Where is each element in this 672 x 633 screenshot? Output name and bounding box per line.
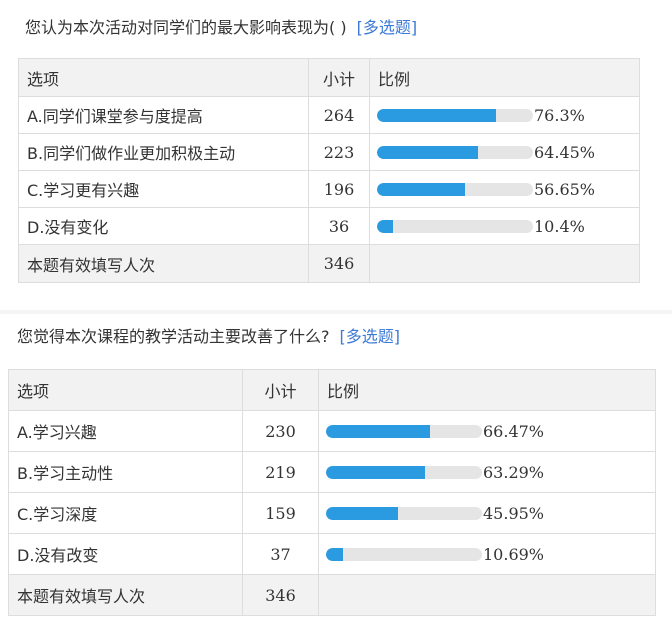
- ratio-bar-fill: [326, 548, 343, 561]
- ratio-bar: [377, 146, 533, 159]
- option-label: D.没有变化: [18, 207, 309, 245]
- question-2-type-tag[interactable]: [多选题]: [339, 327, 401, 346]
- question-1-rows: A.同学们课堂参与度提高 264 76.3% B.同学们做作业更加积极主动 22…: [18, 96, 640, 283]
- option-ratio: 45.95%: [318, 492, 656, 534]
- question-2-title: 您觉得本次课程的教学活动主要改善了什么? [多选题]: [17, 323, 400, 347]
- table-row: A.同学们课堂参与度提高 264 76.3%: [18, 96, 640, 134]
- option-ratio: 56.65%: [369, 170, 640, 208]
- ratio-bar-fill: [326, 466, 425, 479]
- table-total-row: 本题有效填写人次 346: [18, 244, 640, 283]
- ratio-bar-fill: [377, 146, 478, 159]
- table-total-row: 本题有效填写人次 346: [8, 574, 656, 616]
- ratio-bar: [326, 466, 482, 479]
- total-count: 346: [242, 574, 319, 616]
- table-row: C.学习深度 159 45.95%: [8, 492, 656, 534]
- option-label: C.学习深度: [8, 492, 243, 534]
- table-row: C.学习更有兴趣 196 56.65%: [18, 170, 640, 208]
- option-count: 36: [308, 207, 370, 245]
- option-count: 264: [308, 96, 370, 134]
- question-1-title: 您认为本次活动对同学们的最大影响表现为( ) [多选题]: [25, 14, 417, 38]
- option-ratio: 63.29%: [318, 451, 656, 493]
- option-count: 230: [242, 410, 319, 452]
- option-ratio: 66.47%: [318, 410, 656, 452]
- total-count: 346: [308, 244, 370, 283]
- option-count: 196: [308, 170, 370, 208]
- question-2-result-table: 选项 小计 比例 A.学习兴趣 230 66.47% B.学习主动性 219 6…: [8, 369, 656, 616]
- question-1-result-table: 选项 小计 比例 A.同学们课堂参与度提高 264 76.3% B.同学们做作业…: [18, 58, 640, 283]
- ratio-bar-fill: [326, 425, 430, 438]
- option-ratio: 76.3%: [369, 96, 640, 134]
- ratio-text: 10.4%: [534, 217, 585, 236]
- table-row: D.没有变化 36 10.4%: [18, 207, 640, 245]
- option-ratio: 64.45%: [369, 133, 640, 171]
- header-count: 小计: [308, 58, 370, 97]
- header-option: 选项: [8, 369, 243, 411]
- ratio-bar: [326, 507, 482, 520]
- table-row: D.没有改变 37 10.69%: [8, 533, 656, 575]
- ratio-bar: [377, 183, 533, 196]
- ratio-text: 76.3%: [534, 106, 585, 125]
- option-label: B.同学们做作业更加积极主动: [18, 133, 309, 171]
- header-count: 小计: [242, 369, 319, 411]
- question-1-text: 您认为本次活动对同学们的最大影响表现为( ): [25, 18, 347, 37]
- ratio-text: 10.69%: [483, 545, 545, 564]
- table-row: B.同学们做作业更加积极主动 223 64.45%: [18, 133, 640, 171]
- section-divider: [0, 310, 672, 314]
- ratio-text: 63.29%: [483, 463, 545, 482]
- ratio-bar: [326, 548, 482, 561]
- table-header-row: 选项 小计 比例: [8, 369, 656, 411]
- header-option: 选项: [18, 58, 309, 97]
- option-count: 159: [242, 492, 319, 534]
- ratio-bar-fill: [377, 183, 466, 196]
- ratio-bar-fill: [326, 507, 398, 520]
- option-ratio: 10.69%: [318, 533, 656, 575]
- table-row: A.学习兴趣 230 66.47%: [8, 410, 656, 452]
- table-row: B.学习主动性 219 63.29%: [8, 451, 656, 493]
- ratio-text: 45.95%: [483, 504, 545, 523]
- option-ratio: 10.4%: [369, 207, 640, 245]
- option-label: A.学习兴趣: [8, 410, 243, 452]
- ratio-bar: [377, 109, 533, 122]
- header-ratio: 比例: [369, 58, 640, 97]
- question-1-type-tag[interactable]: [多选题]: [356, 18, 418, 37]
- option-count: 37: [242, 533, 319, 575]
- total-empty-cell: [318, 574, 656, 616]
- ratio-bar: [326, 425, 482, 438]
- option-label: C.学习更有兴趣: [18, 170, 309, 208]
- ratio-text: 56.65%: [534, 180, 596, 199]
- header-ratio: 比例: [318, 369, 656, 411]
- option-label: D.没有改变: [8, 533, 243, 575]
- option-label: A.同学们课堂参与度提高: [18, 96, 309, 134]
- ratio-bar-fill: [377, 220, 394, 233]
- ratio-bar: [377, 220, 533, 233]
- table-header-row: 选项 小计 比例: [18, 58, 640, 97]
- total-label: 本题有效填写人次: [18, 244, 309, 283]
- total-label: 本题有效填写人次: [8, 574, 243, 616]
- question-2-text: 您觉得本次课程的教学活动主要改善了什么?: [17, 327, 330, 346]
- ratio-text: 66.47%: [483, 422, 545, 441]
- ratio-text: 64.45%: [534, 143, 596, 162]
- option-label: B.学习主动性: [8, 451, 243, 493]
- option-count: 219: [242, 451, 319, 493]
- option-count: 223: [308, 133, 370, 171]
- ratio-bar-fill: [377, 109, 497, 122]
- total-empty-cell: [369, 244, 640, 283]
